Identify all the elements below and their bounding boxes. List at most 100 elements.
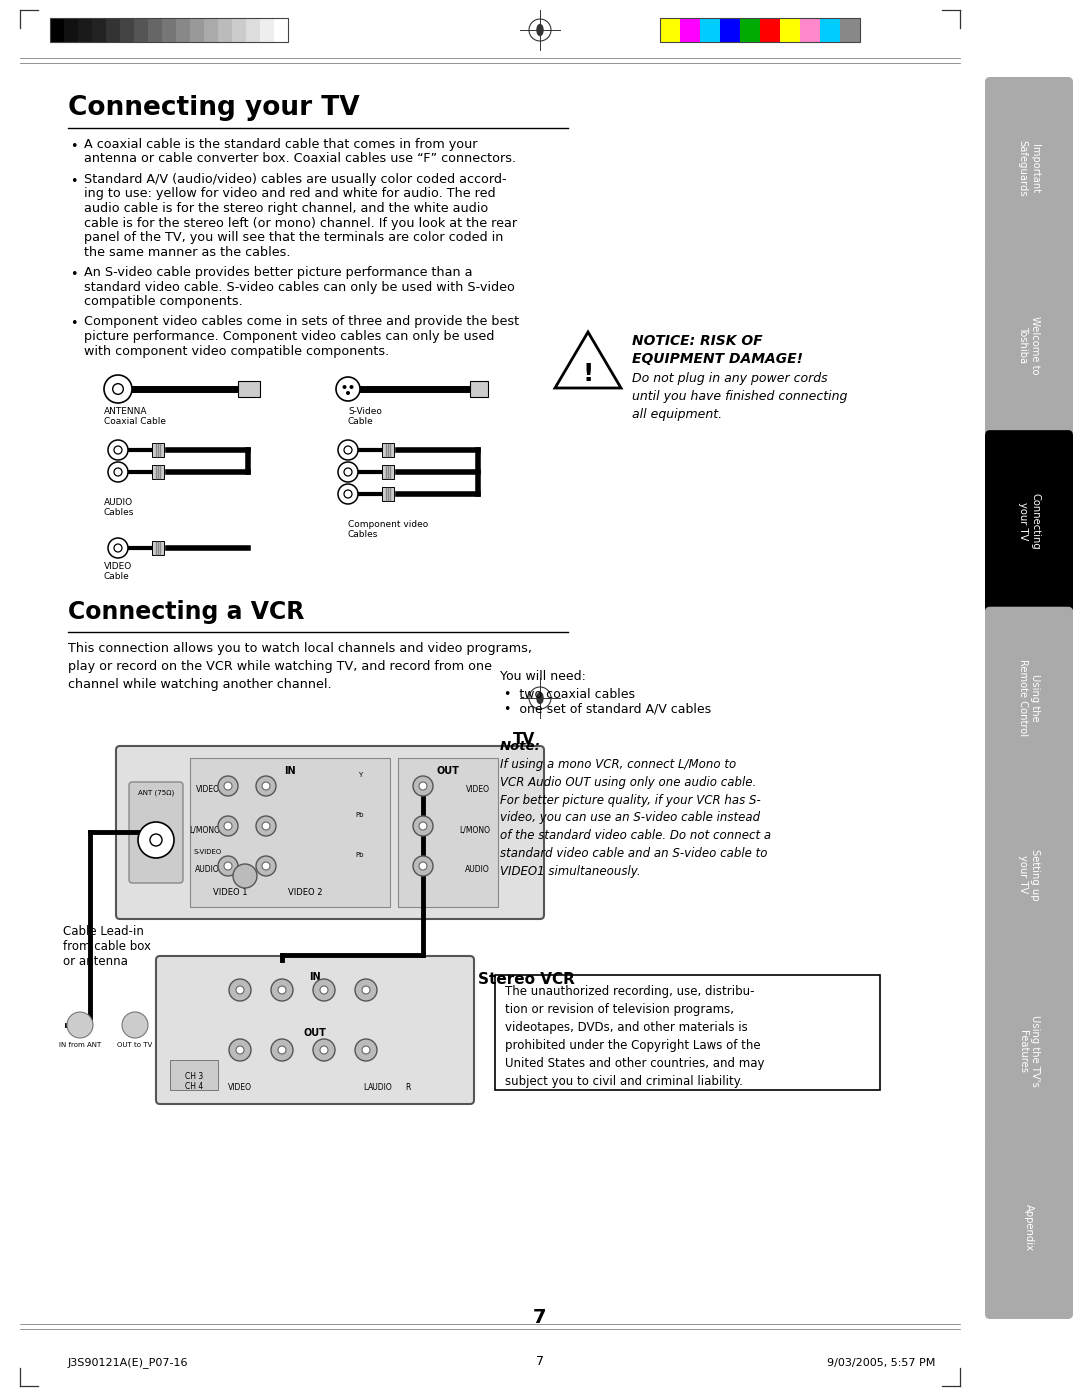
Text: OUT: OUT	[303, 1027, 326, 1039]
Bar	[680, 18, 700, 42]
Circle shape	[419, 861, 427, 870]
Bar	[152, 465, 164, 479]
Circle shape	[345, 468, 352, 476]
Text: S-Video
Cable: S-Video Cable	[348, 408, 382, 426]
Bar	[495, 974, 880, 1090]
FancyBboxPatch shape	[985, 1136, 1074, 1319]
Circle shape	[256, 856, 276, 877]
FancyBboxPatch shape	[985, 430, 1074, 613]
Bar	[170, 1060, 218, 1090]
Text: Connecting
your TV: Connecting your TV	[1017, 493, 1040, 550]
Bar	[106, 18, 120, 42]
Circle shape	[355, 979, 377, 1001]
Text: Y: Y	[357, 772, 362, 778]
Circle shape	[413, 856, 433, 877]
Text: Note:: Note:	[500, 740, 541, 752]
Circle shape	[224, 861, 232, 870]
Text: Setting up
your TV: Setting up your TV	[1017, 849, 1040, 900]
Bar	[274, 18, 288, 42]
Text: Pb: Pb	[355, 812, 364, 818]
Text: L/MONO: L/MONO	[189, 825, 220, 835]
Text: Component video
Cables: Component video Cables	[348, 519, 429, 539]
Text: Pb: Pb	[355, 852, 364, 859]
Text: AUDIO: AUDIO	[465, 866, 490, 874]
Bar	[238, 381, 260, 396]
Circle shape	[313, 1039, 335, 1061]
Circle shape	[218, 776, 238, 796]
Text: IN: IN	[284, 766, 296, 776]
Text: Using the
Remote Control: Using the Remote Control	[1017, 659, 1040, 737]
Text: compatible components.: compatible components.	[84, 295, 243, 309]
Text: VIDEO
Cable: VIDEO Cable	[104, 563, 132, 581]
Text: AUDIO
Cables: AUDIO Cables	[104, 498, 134, 518]
Circle shape	[233, 864, 257, 888]
Circle shape	[350, 385, 353, 389]
Text: AUDIO: AUDIO	[195, 866, 220, 874]
Bar	[50, 18, 288, 42]
Text: If using a mono VCR, connect L/Mono to
VCR Audio OUT using only one audio cable.: If using a mono VCR, connect L/Mono to V…	[500, 758, 771, 878]
Text: A coaxial cable is the standard cable that comes in from your: A coaxial cable is the standard cable th…	[84, 138, 477, 151]
Text: TV: TV	[513, 732, 535, 747]
Text: !: !	[582, 362, 594, 387]
Text: S-VIDEO: S-VIDEO	[193, 849, 222, 854]
Text: panel of the TV, you will see that the terminals are color coded in: panel of the TV, you will see that the t…	[84, 230, 503, 244]
Circle shape	[108, 537, 129, 558]
Circle shape	[320, 986, 328, 994]
Bar	[470, 381, 488, 396]
Text: 7: 7	[534, 1308, 546, 1328]
Text: antenna or cable converter box. Coaxial cables use “F” connectors.: antenna or cable converter box. Coaxial …	[84, 152, 516, 166]
Circle shape	[362, 1046, 370, 1054]
Circle shape	[338, 440, 357, 461]
Text: Standard A/V (audio/video) cables are usually color coded accord-: Standard A/V (audio/video) cables are us…	[84, 173, 507, 186]
Text: VIDEO 2: VIDEO 2	[287, 888, 322, 898]
Text: IN: IN	[309, 972, 321, 981]
Text: Using the TV's
Features: Using the TV's Features	[1017, 1015, 1040, 1087]
Bar	[176, 18, 190, 42]
Circle shape	[355, 1039, 377, 1061]
Circle shape	[262, 782, 270, 790]
Text: An S-video cable provides better picture performance than a: An S-video cable provides better picture…	[84, 267, 473, 279]
Circle shape	[419, 782, 427, 790]
Circle shape	[413, 817, 433, 836]
Text: Component video cables come in sets of three and provide the best: Component video cables come in sets of t…	[84, 315, 519, 328]
Text: ing to use: yellow for video and red and white for audio. The red: ing to use: yellow for video and red and…	[84, 187, 496, 201]
Bar	[260, 18, 274, 42]
Bar	[760, 18, 780, 42]
Bar	[780, 18, 800, 42]
Text: R: R	[405, 1083, 410, 1092]
Circle shape	[218, 856, 238, 877]
Text: Connecting your TV: Connecting your TV	[68, 95, 360, 121]
Bar	[50, 18, 64, 42]
Bar	[148, 18, 162, 42]
Bar	[78, 18, 92, 42]
Text: standard video cable. S-video cables can only be used with S-video: standard video cable. S-video cables can…	[84, 281, 515, 293]
Bar	[382, 443, 394, 456]
Text: VIDEO: VIDEO	[195, 786, 220, 794]
FancyBboxPatch shape	[985, 960, 1074, 1142]
Text: picture performance. Component video cables can only be used: picture performance. Component video cab…	[84, 329, 495, 343]
Bar	[120, 18, 134, 42]
Circle shape	[122, 1012, 148, 1039]
Circle shape	[278, 1046, 286, 1054]
Text: Important
Safeguards: Important Safeguards	[1017, 140, 1040, 197]
Text: L/MONO: L/MONO	[459, 825, 490, 835]
Text: L: L	[363, 1083, 367, 1092]
Ellipse shape	[537, 692, 543, 704]
Polygon shape	[555, 332, 621, 388]
Text: VIDEO: VIDEO	[228, 1083, 252, 1092]
Circle shape	[256, 776, 276, 796]
Bar	[134, 18, 148, 42]
Text: •: •	[70, 174, 78, 188]
Circle shape	[346, 391, 350, 395]
Bar	[64, 18, 78, 42]
Bar	[700, 18, 720, 42]
Bar	[190, 758, 390, 907]
Circle shape	[342, 385, 347, 389]
Text: You will need:: You will need:	[500, 670, 585, 683]
Circle shape	[345, 445, 352, 454]
Text: audio cable is for the stereo right channel, and the white audio: audio cable is for the stereo right chan…	[84, 202, 488, 215]
Circle shape	[114, 544, 122, 551]
FancyBboxPatch shape	[116, 745, 544, 919]
Text: OUT: OUT	[436, 766, 459, 776]
Text: Cable Lead-in
from cable box
or antenna: Cable Lead-in from cable box or antenna	[63, 926, 151, 967]
